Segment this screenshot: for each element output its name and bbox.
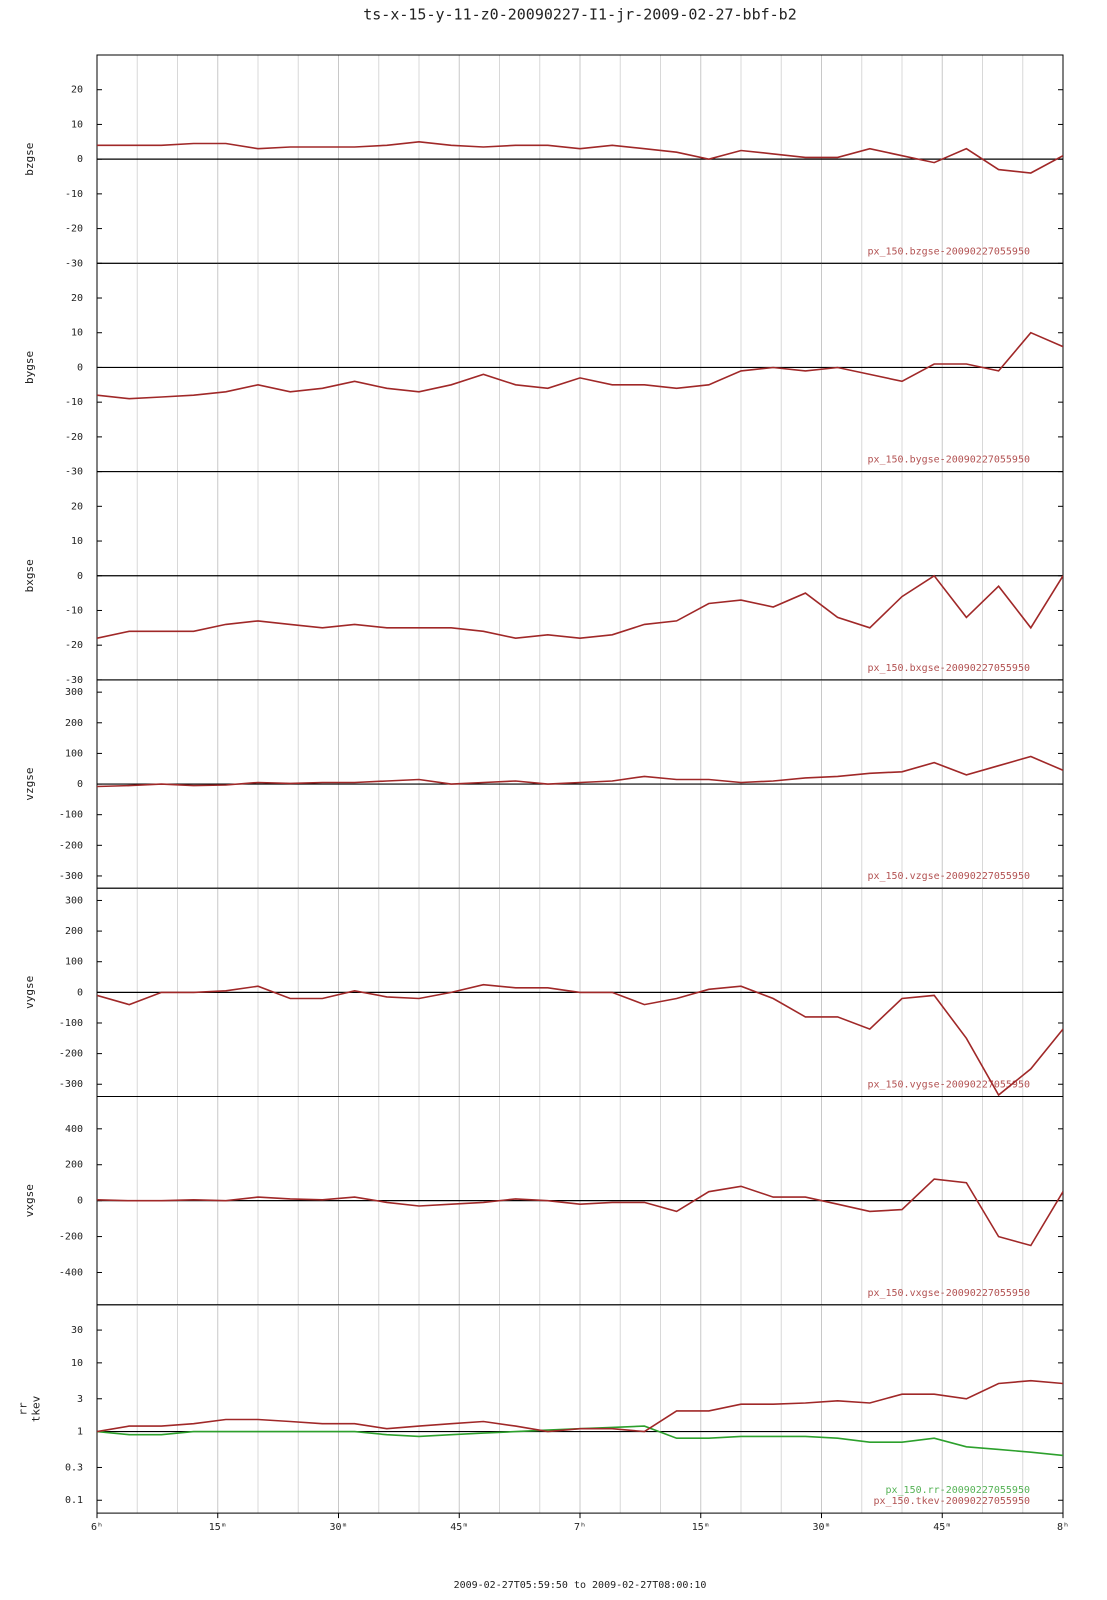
y-tick-label: 20 <box>71 85 83 96</box>
y-tick-label: 0 <box>77 779 83 790</box>
y-tick-label: 300 <box>65 895 83 906</box>
x-axis-label: 2009-02-27T05:59:50 to 2009-02-27T08:00:… <box>454 1580 707 1591</box>
y-tick-label: 3 <box>77 1394 83 1405</box>
y-tick-label: 10 <box>71 536 83 547</box>
annotation: px_150.vxgse-20090227055950 <box>867 1288 1030 1299</box>
y-tick-label: 300 <box>65 687 83 698</box>
y-tick-label: -20 <box>65 640 83 651</box>
annotation: px_150.rr-20090227055950 <box>886 1485 1031 1496</box>
x-tick-label: 30ᵐ <box>329 1522 347 1533</box>
y-tick-label: -20 <box>65 432 83 443</box>
y-axis-label: vygse <box>23 976 36 1009</box>
annotation: px_150.bygse-20090227055950 <box>867 455 1030 466</box>
y-tick-label: -10 <box>65 605 83 616</box>
y-tick-label: 0 <box>77 1196 83 1207</box>
y-axis-label: rr <box>17 1402 30 1416</box>
y-tick-label: -200 <box>59 1232 83 1243</box>
y-tick-label: -30 <box>65 467 83 478</box>
x-tick-label: 15ᵐ <box>692 1522 710 1533</box>
y-tick-label: 0 <box>77 987 83 998</box>
y-tick-label: -200 <box>59 1049 83 1060</box>
y-tick-label: 0.3 <box>65 1462 83 1473</box>
annotation: px_150.bzgse-20090227055950 <box>867 246 1030 257</box>
annotation: px_150.bxgse-20090227055950 <box>867 663 1030 674</box>
y-tick-label: -10 <box>65 397 83 408</box>
y-tick-label: 200 <box>65 1160 83 1171</box>
y-axis-label: tkev <box>30 1395 43 1422</box>
y-tick-label: -30 <box>65 675 83 686</box>
series-line <box>97 755 1063 788</box>
x-tick-label: 8ʰ <box>1057 1522 1069 1533</box>
annotation: px_150.tkev-20090227055950 <box>873 1496 1030 1507</box>
y-tick-label: 0.1 <box>65 1495 83 1506</box>
series-line <box>97 331 1063 400</box>
y-tick-label: 200 <box>65 718 83 729</box>
y-tick-label: -10 <box>65 189 83 200</box>
y-axis-label: vzgse <box>23 767 36 800</box>
y-tick-label: -300 <box>59 1079 83 1090</box>
y-tick-label: -30 <box>65 258 83 269</box>
y-axis-label: vxgse <box>23 1184 36 1217</box>
y-axis-label: bxgse <box>23 559 36 592</box>
series-line <box>97 574 1063 640</box>
x-tick-label: 30ᵐ <box>812 1522 830 1533</box>
chart-title: ts-x-15-y-11-z0-20090227-I1-jr-2009-02-2… <box>363 6 796 24</box>
series-line <box>97 983 1063 1097</box>
y-axis-label: bzgse <box>23 143 36 176</box>
y-tick-label: 200 <box>65 926 83 937</box>
y-tick-label: 20 <box>71 293 83 304</box>
y-tick-label: -100 <box>59 1018 83 1029</box>
x-tick-label: 45ᵐ <box>450 1522 468 1533</box>
y-tick-label: -300 <box>59 871 83 882</box>
y-axis-label: bygse <box>23 351 36 384</box>
y-tick-label: -100 <box>59 810 83 821</box>
annotation: px_150.vzgse-20090227055950 <box>867 871 1030 882</box>
x-tick-label: 45ᵐ <box>933 1522 951 1533</box>
y-tick-label: 1 <box>77 1427 83 1438</box>
y-tick-label: 10 <box>71 328 83 339</box>
y-tick-label: -400 <box>59 1267 83 1278</box>
y-tick-label: 400 <box>65 1124 83 1135</box>
y-tick-label: 10 <box>71 119 83 130</box>
y-tick-label: 20 <box>71 501 83 512</box>
y-tick-label: 0 <box>77 571 83 582</box>
y-tick-label: 100 <box>65 748 83 759</box>
y-tick-label: 100 <box>65 957 83 968</box>
y-tick-label: 0 <box>77 154 83 165</box>
x-tick-label: 15ᵐ <box>209 1522 227 1533</box>
series-line <box>97 1178 1063 1247</box>
x-tick-label: 7ʰ <box>574 1522 586 1533</box>
annotation: px_150.vygse-20090227055950 <box>867 1080 1030 1091</box>
y-tick-label: -200 <box>59 840 83 851</box>
y-tick-label: 30 <box>71 1325 83 1336</box>
series-line <box>97 1379 1063 1433</box>
y-tick-label: -20 <box>65 224 83 235</box>
y-tick-label: 10 <box>71 1358 83 1369</box>
series-line <box>97 140 1063 174</box>
y-tick-label: 0 <box>77 362 83 373</box>
x-tick-label: 6ʰ <box>91 1522 103 1533</box>
